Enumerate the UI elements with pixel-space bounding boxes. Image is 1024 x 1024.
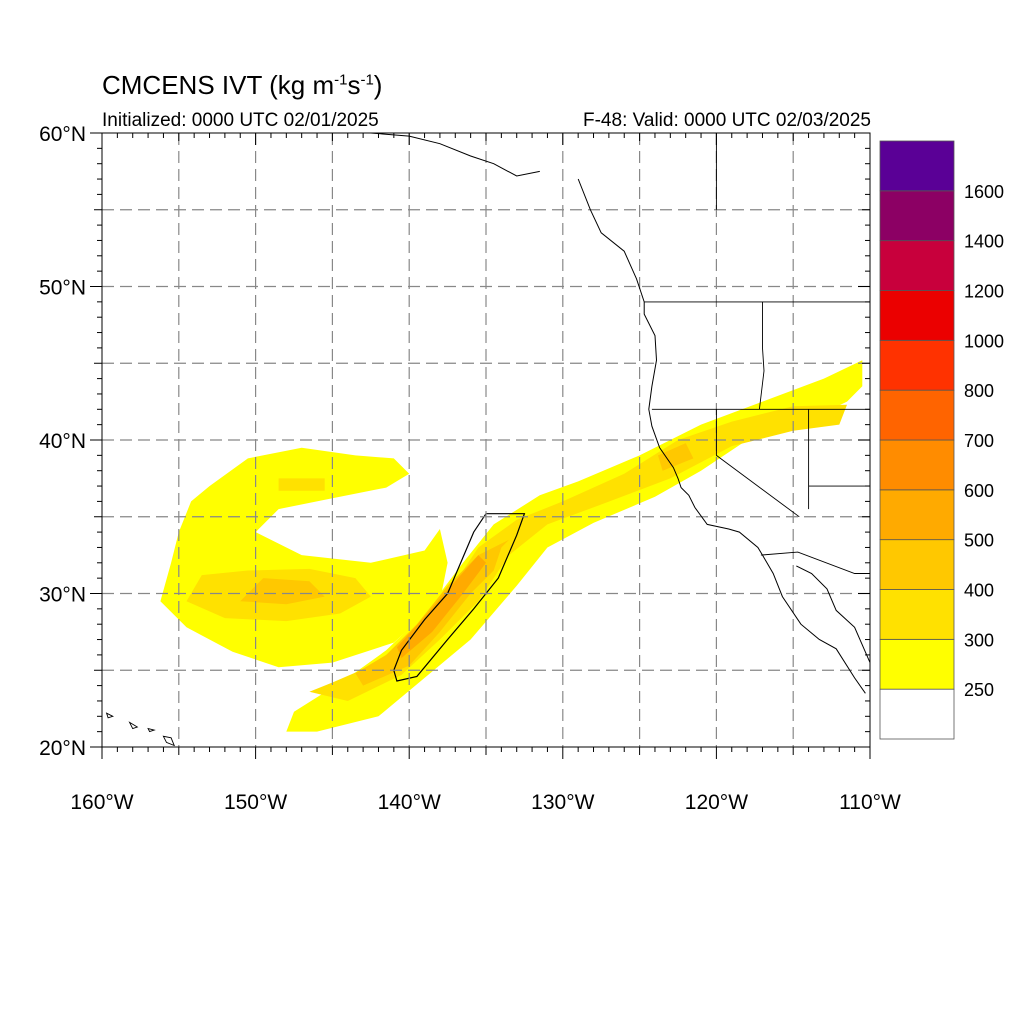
island (162, 735, 176, 747)
graticule-grid (102, 133, 870, 747)
state-border (760, 551, 870, 574)
lat-label-60: 60°N (39, 123, 86, 146)
island (105, 712, 114, 719)
ivt-region-core-600 (396, 555, 486, 658)
colorbar-label-1000: 1000 (964, 331, 1004, 351)
colorbar-swatch (879, 240, 955, 291)
colorbar-swatch (879, 140, 955, 192)
colorbar-label-800: 800 (964, 381, 994, 401)
colorbar-swatch (879, 589, 955, 640)
title-s: s (347, 70, 361, 100)
colorbar-label-700: 700 (964, 431, 994, 451)
colorbar-label-500: 500 (964, 531, 994, 551)
lon-label-160: 160°W (70, 791, 133, 814)
ensemble-outline (393, 513, 526, 682)
colorbar-swatch (879, 389, 955, 441)
colorbar-swatch (879, 539, 955, 590)
coastline-layer (105, 133, 870, 747)
colorbar-label-400: 400 (964, 581, 994, 601)
ivt-region-western-500 (240, 578, 325, 605)
ivt-region-coast-500 (658, 443, 694, 471)
axis-ticks (90, 132, 871, 759)
title-main: CMCENS IVT (kg m (102, 70, 335, 100)
west-coastline (577, 178, 866, 694)
colorbar-swatch (879, 439, 955, 491)
colorbar-label-250: 250 (964, 680, 994, 700)
colorbar-swatch (879, 190, 955, 242)
colorbar-swatch (879, 688, 955, 740)
title-superscript-2: -1 (360, 71, 374, 89)
title-superscript-1: -1 (334, 71, 348, 89)
island (128, 721, 139, 730)
initialized-label: Initialized: 0000 UTC 02/01/2025 (102, 110, 379, 131)
title-close: ) (373, 70, 383, 100)
lon-label-120: 120°W (685, 791, 748, 814)
map-title: CMCENS IVT (kg m-1s-1) (102, 70, 382, 101)
colorbar-swatch (879, 638, 955, 690)
ivt-region-western-upper-core (278, 478, 325, 491)
alaska-coastline (370, 133, 540, 177)
lon-label-130: 130°W (531, 791, 594, 814)
colorbar: 250 300 400 500 600 700 800 1000 1200 1400 1600 (879, 140, 1004, 740)
state-border (715, 409, 800, 518)
lat-label-50: 50°N (39, 277, 86, 300)
colorbar-swatch (879, 339, 955, 391)
colorbar-label-1600: 1600 (964, 182, 1004, 202)
colorbar-swatch (879, 290, 955, 341)
lat-label-20: 20°N (39, 737, 86, 760)
colorbar-swatch (879, 489, 955, 541)
ivt-fill-layer (160, 360, 863, 732)
colorbar-label-600: 600 (964, 481, 994, 501)
lon-label-150: 150°W (224, 791, 287, 814)
lon-label-140: 140°W (378, 791, 441, 814)
valid-time-label: F-48: Valid: 0000 UTC 02/03/2025 (583, 110, 871, 131)
colorbar-label-300: 300 (964, 630, 994, 650)
colorbar-label-1400: 1400 (964, 232, 1004, 252)
gulf-coastline (796, 565, 870, 686)
lat-label-30: 30°N (39, 584, 86, 607)
lon-label-110: 110°W (839, 791, 901, 814)
state-border (758, 301, 765, 410)
colorbar-label-1200: 1200 (964, 282, 1004, 302)
lat-label-40: 40°N (39, 430, 86, 453)
axis-labels: 60°N 50°N 40°N 30°N 20°N 160°W 150°W 140°W 130°W… (39, 123, 901, 814)
island (147, 727, 156, 733)
